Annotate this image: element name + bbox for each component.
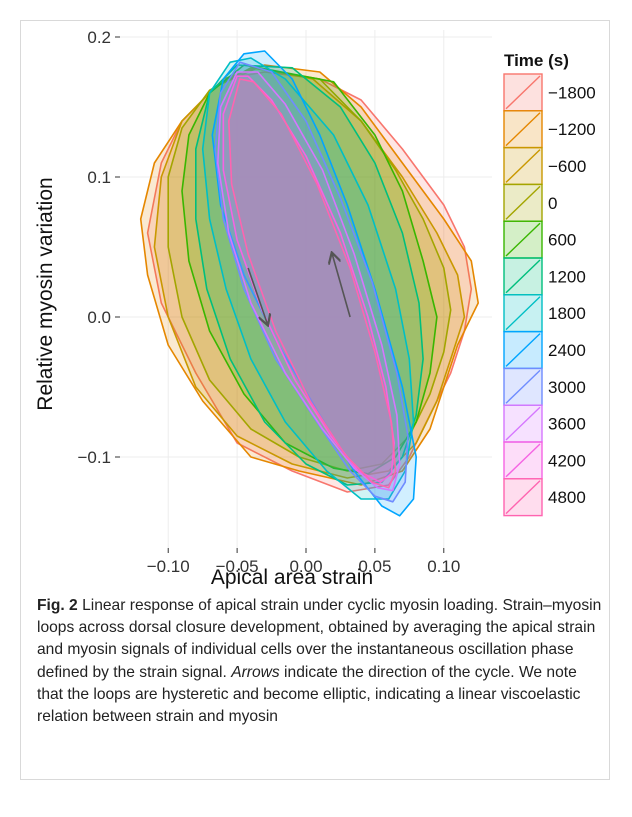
cycle-direction-arrow-1 [332,254,351,318]
strain-myosin-chart: −0.10 −0.05 0.00 0.05 0.10 −0.1 0.0 0.1 0.2 Api… [34,28,596,589]
loop-series-7 [211,50,418,517]
arrows-layer [247,254,351,324]
x-tick-label: 0.00 [289,557,322,576]
y-tick-label: 0.0 [87,308,111,327]
legend-label-8: 3000 [548,378,586,397]
legend-label-0: −1800 [548,83,596,102]
legend-key-diagonal [505,149,541,183]
loop-series-2 [153,67,466,479]
legend-key-diagonal [505,296,541,331]
legend-key-diagonal [505,185,541,220]
legend-key-diagonal [505,112,541,147]
x-axis-ticks: −0.10 −0.05 0.00 0.05 0.10 [147,548,460,576]
legend-key-diagonal [505,443,541,478]
y-tick-label: 0.1 [87,168,111,187]
loop-series-6 [201,57,415,500]
y-axis-ticks: −0.1 0.0 0.1 0.2 [77,28,120,467]
loop-series-4 [181,64,438,475]
caption-text-part2: indicate the direction of the cycle. We … [37,663,581,726]
legend-label-7: 2400 [548,341,586,360]
loop-series-10 [222,75,396,484]
x-tick-label: −0.10 [147,557,190,576]
legend-key-diagonal [505,480,541,515]
y-tick-label: 0.2 [87,28,111,47]
loop-series-8 [214,61,409,503]
legend-label-9: 3600 [548,415,586,434]
loop-series-3 [167,67,452,472]
legend-label-10: 4200 [548,451,586,470]
legend-label-1: −1200 [548,120,596,139]
loop-series-9 [217,71,401,492]
legend: Time (s) −1800 −1200 −600 0 600 1200 1800 2400 3… [503,51,596,517]
legend-label-6: 1800 [548,304,586,323]
legend-key-diagonal [505,75,541,110]
legend-label-11: 4800 [548,488,586,507]
x-tick-label: 0.05 [358,557,391,576]
caption-text-part1: Linear response of apical strain under c… [37,597,602,681]
loop-series-1 [139,64,480,486]
legend-title: Time (s) [504,51,569,70]
legend-key-diagonal [505,259,541,294]
legend-key-diagonal [505,406,541,441]
y-axis-title: Relative myosin variation [34,177,57,410]
legend-label-2: −600 [548,157,586,176]
caption-figure-label: Fig. 2 [37,597,78,614]
cycle-direction-arrow-0 [247,267,267,324]
loop-series-5 [195,64,424,486]
loops-layer [139,50,480,517]
figure-frame [20,20,610,780]
caption-italic-word: Arrows [231,663,280,681]
figure-caption: Fig. 2 Linear response of apical strain … [37,595,602,728]
legend-label-5: 1200 [548,267,586,286]
legend-key-diagonal [505,369,541,404]
legend-key-diagonal [505,222,541,257]
x-tick-label: 0.10 [427,557,460,576]
legend-label-4: 600 [548,231,576,250]
x-tick-label: −0.05 [216,557,259,576]
legend-key-diagonal [505,333,541,367]
y-tick-label: −0.1 [77,448,111,467]
loop-series-11 [228,78,397,489]
x-axis-title: Apical area strain [211,566,373,589]
legend-label-3: 0 [548,194,557,213]
